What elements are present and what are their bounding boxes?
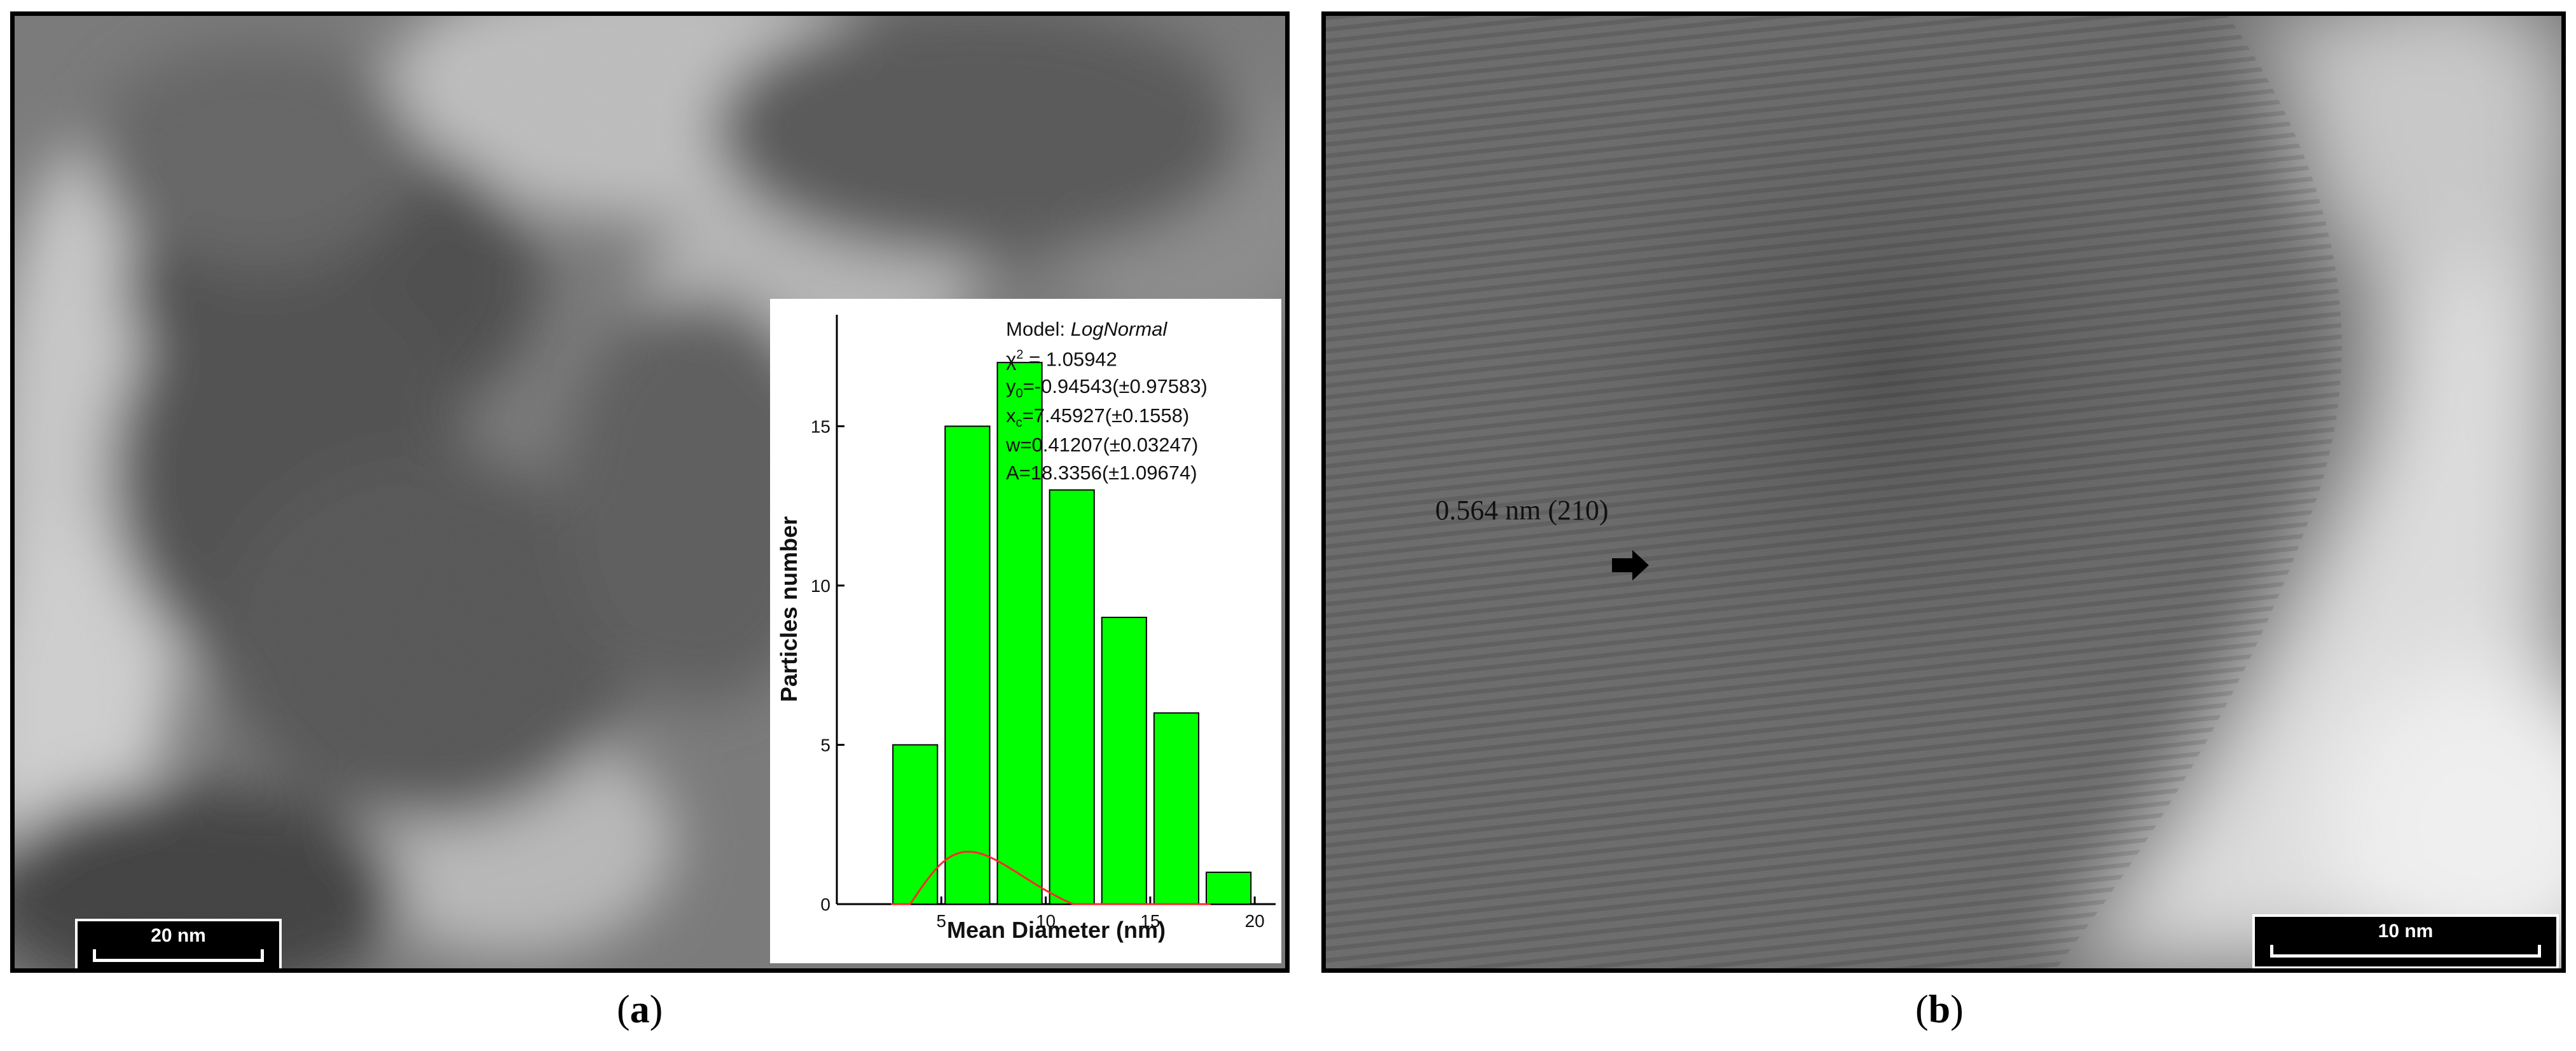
y-tick-label: 0 bbox=[820, 895, 830, 914]
histogram-bars bbox=[892, 362, 1252, 905]
tem-micrograph-b bbox=[1326, 16, 2561, 968]
histogram-bar bbox=[892, 744, 939, 905]
histogram-bar bbox=[1101, 617, 1147, 905]
tem-micrograph-a bbox=[15, 16, 1285, 968]
fit-y0-line: y0=-0.94543(±0.97583) bbox=[1006, 375, 1208, 401]
scale-bar-a: 20 nm bbox=[75, 919, 282, 968]
particle-size-histogram: 0 5 10 15 5 10 15 20 Mean Diameter (nm) Partic… bbox=[776, 315, 1276, 943]
histogram-bar bbox=[1153, 712, 1199, 905]
histogram-bar bbox=[1049, 489, 1095, 905]
x-tick-label: 5 bbox=[936, 911, 946, 931]
lattice-spacing-label: 0.564 nm (210) bbox=[1435, 495, 1609, 526]
scale-bar-label: 10 nm bbox=[2378, 921, 2434, 942]
panel-label-a: (a) bbox=[617, 988, 663, 1031]
y-tick-label: 15 bbox=[811, 416, 830, 436]
tem-panel-b: 0.564 nm (210) 10 nm bbox=[1321, 11, 2566, 973]
scale-bar-line bbox=[2270, 945, 2541, 958]
panel-label-b: (b) bbox=[1915, 988, 1964, 1031]
y-tick-label: 5 bbox=[820, 735, 830, 755]
scale-bar-line bbox=[93, 949, 264, 962]
x-tick-label: 20 bbox=[1245, 911, 1265, 931]
y-tick-labels: 0 5 10 15 bbox=[811, 416, 830, 914]
fit-A-line: A=18.3356(±1.09674) bbox=[1006, 462, 1197, 484]
x-tick-label: 15 bbox=[1140, 911, 1160, 931]
fit-w-line: w=0.41207(±0.03247) bbox=[1006, 434, 1199, 456]
x-tick-label: 10 bbox=[1036, 911, 1056, 931]
fit-chi-square-line: χ2 = 1.05942 bbox=[1006, 348, 1117, 371]
scale-bar-label: 20 nm bbox=[151, 925, 206, 946]
fit-model-line: Model: LogNormal bbox=[1006, 318, 1167, 340]
histogram-inset: 0 5 10 15 5 10 15 20 Mean Diameter (nm) Partic… bbox=[770, 299, 1281, 963]
right-arrow-icon bbox=[1612, 550, 1649, 580]
lognormal-fit-curve bbox=[891, 851, 1211, 905]
tem-panel-a: 20 nm bbox=[10, 11, 1290, 973]
fit-xc-line: xc=7.45927(±0.1558) bbox=[1006, 404, 1190, 430]
scale-bar-b: 10 nm bbox=[2252, 914, 2559, 968]
histogram-bar bbox=[944, 425, 991, 905]
histogram-bar bbox=[1206, 871, 1252, 905]
x-tick-labels: 5 10 15 20 bbox=[936, 911, 1264, 931]
x-axis-title: Mean Diameter (nm) bbox=[947, 917, 1166, 943]
y-tick-label: 10 bbox=[811, 576, 830, 596]
axis-ticks bbox=[837, 425, 1256, 905]
histogram-bar bbox=[996, 362, 1043, 905]
y-axis-title: Particles number bbox=[776, 516, 802, 702]
